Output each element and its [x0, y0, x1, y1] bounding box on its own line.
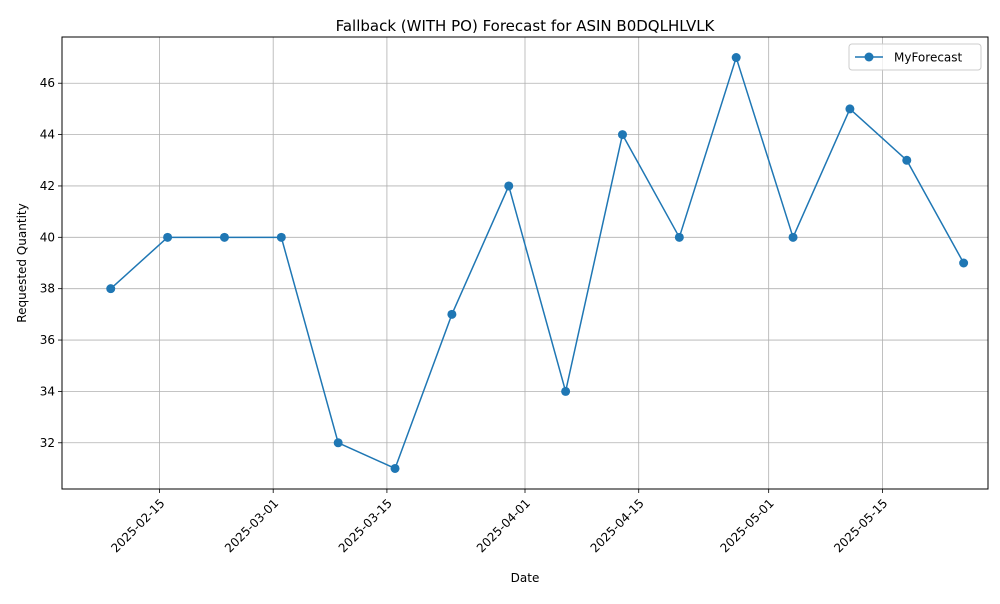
data-point [163, 232, 173, 242]
data-point [902, 155, 912, 165]
data-point [333, 438, 343, 448]
series-layer [106, 53, 969, 473]
y-axis-label: Requested Quantity [15, 203, 29, 322]
data-point [731, 53, 741, 63]
legend-box [848, 43, 982, 71]
y-tick-label: 36 [40, 333, 55, 347]
data-point [959, 258, 969, 268]
data-point [845, 104, 855, 114]
chart-title: Fallback (WITH PO) Forecast for ASIN B0D… [336, 17, 716, 35]
data-point [447, 309, 457, 319]
x-axis-label: Date [511, 571, 540, 585]
y-tick-label: 40 [40, 230, 55, 244]
y-tick-label: 38 [40, 282, 55, 296]
data-point [674, 232, 684, 242]
legend: MyForecast [848, 43, 982, 71]
y-tick-label: 32 [40, 436, 55, 450]
data-point [561, 386, 571, 396]
grid-lines [62, 37, 988, 489]
data-point [617, 130, 627, 140]
data-point [276, 232, 286, 242]
data-point [106, 284, 116, 294]
y-tick-label: 42 [40, 179, 55, 193]
data-point [504, 181, 514, 191]
series-line [110, 56, 965, 470]
data-point [788, 232, 798, 242]
y-tick-label: 46 [40, 76, 55, 90]
legend-label: MyForecast [894, 51, 963, 65]
y-tick-label: 34 [40, 384, 55, 398]
legend-marker [864, 52, 874, 62]
y-tick-label: 44 [40, 128, 55, 142]
y-axis-ticks: 32 34 36 38 40 42 44 46 [40, 76, 62, 450]
data-point [390, 463, 400, 473]
data-point [219, 232, 229, 242]
